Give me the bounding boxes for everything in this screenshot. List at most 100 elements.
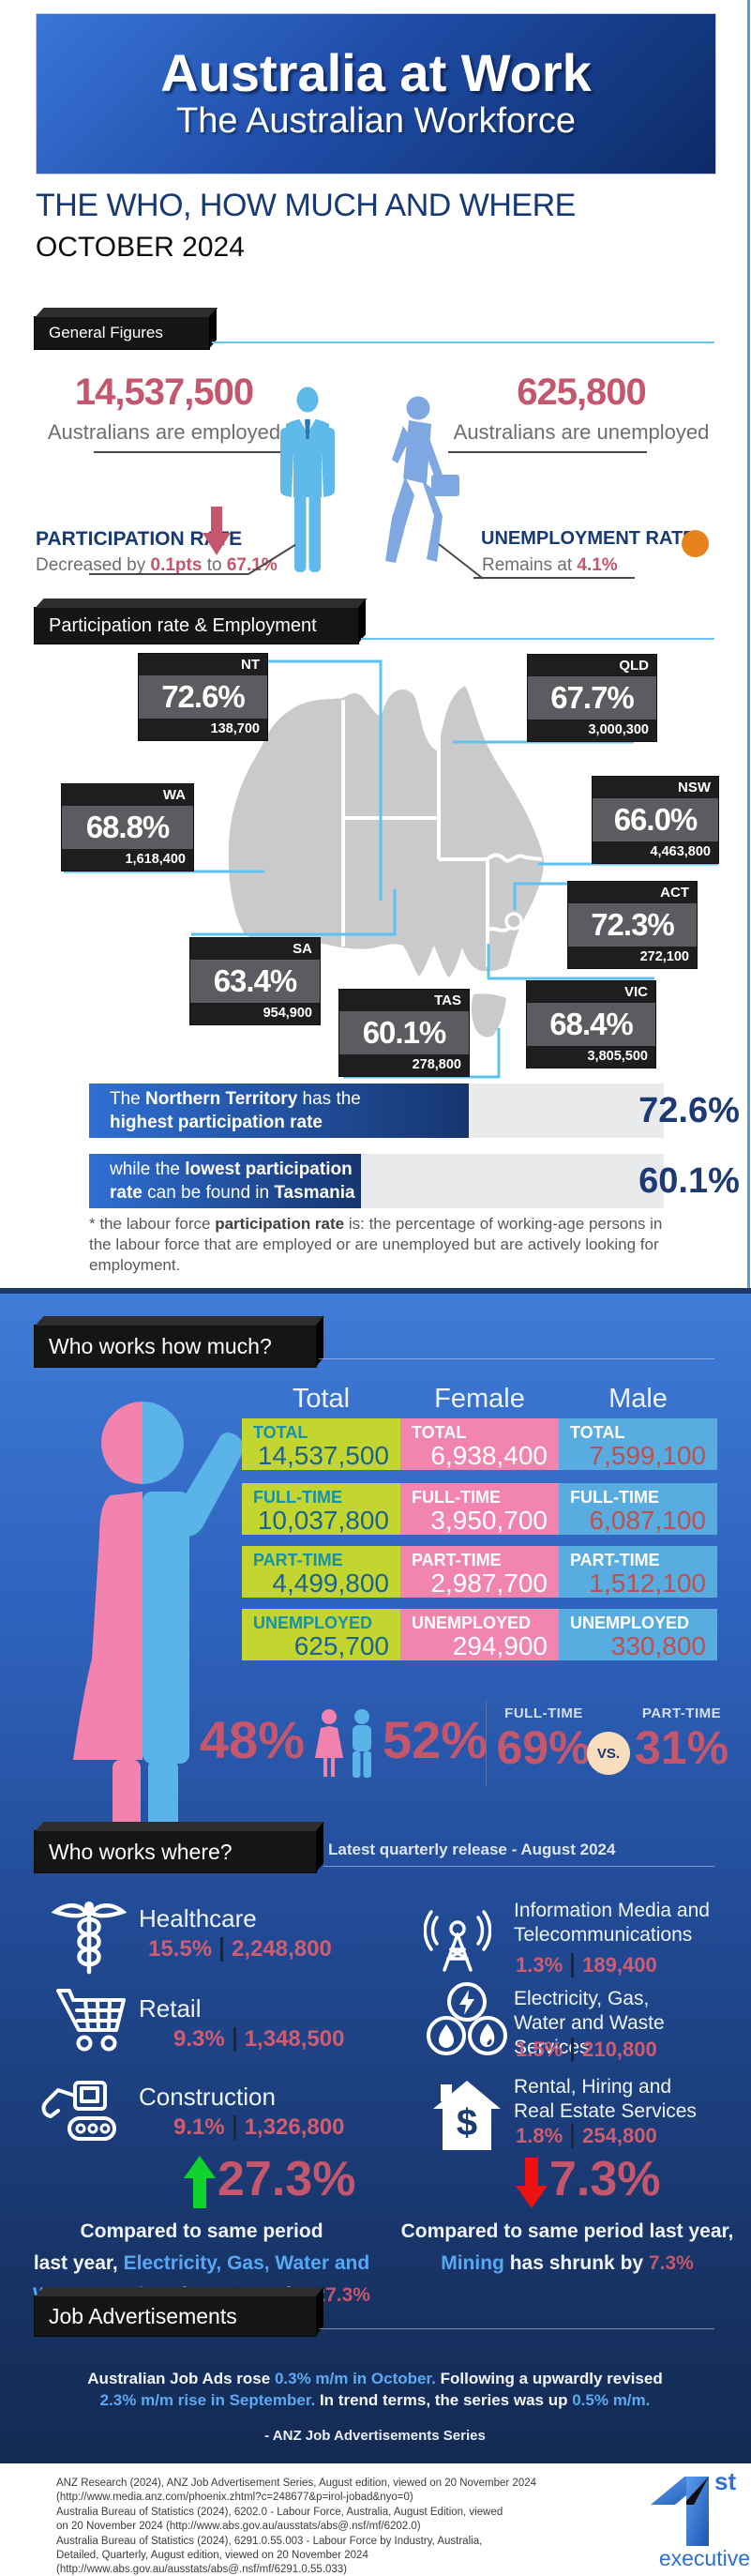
- industry-name: Rental, Hiring and Real Estate Services: [514, 2076, 697, 2122]
- table-cell: TOTAL 7,599,100: [559, 1418, 717, 1470]
- highest-participation-callout: The Northern Territory has the highest p…: [89, 1083, 740, 1138]
- caduceus-icon: [52, 1902, 127, 1975]
- state-border-lines: [341, 700, 543, 967]
- participation-footnote: * the labour force participation rate is…: [89, 1215, 663, 1275]
- section-label-job-ads: Job Advertisements: [35, 2296, 316, 2336]
- growth-up-pct: 27.3%: [218, 2152, 356, 2206]
- state-box-vic: VIC 68.4% 3,805,500: [527, 981, 655, 1068]
- table-cell: FULL-TIME 6,087,100: [559, 1483, 717, 1535]
- table-cell: FULL-TIME 10,037,800: [242, 1483, 400, 1535]
- state-box-nt: NT 72.6% 138,700: [139, 654, 267, 740]
- gender-divider: [486, 1700, 487, 1786]
- female-share-pct: 48%: [199, 1710, 305, 1769]
- section-divider-strip: [0, 1288, 751, 1294]
- employed-underline: [94, 451, 289, 453]
- state-box-tas: TAS 60.1% 278,800: [339, 990, 469, 1076]
- source-line: Detailed, Quarterly, August edition, vie…: [56, 2550, 368, 2562]
- excavator-icon: [41, 2081, 116, 2141]
- section-label-how-much: Who works how much?: [35, 1326, 316, 1367]
- state-box-wa: WA 68.8% 1,618,400: [62, 784, 193, 871]
- col-header-male: Male: [608, 1384, 668, 1414]
- table-cell: PART-TIME 1,512,100: [559, 1546, 717, 1598]
- table-cell: TOTAL 14,537,500: [242, 1418, 400, 1470]
- industry-value: 1.8% 254,800: [516, 2124, 657, 2148]
- industry-value: 15.5% 2,248,800: [148, 1936, 332, 1962]
- job-ads-line-2: 2.3% m/m rise in September. In trend ter…: [99, 2391, 651, 2409]
- arrow-down-red-icon: [516, 2158, 548, 2208]
- industry-value: 9.3% 1,348,500: [173, 2026, 345, 2052]
- source-line: (http://www.abs.gov.au/ausstats/abs@.nsf…: [56, 2564, 347, 2576]
- nt-connector: [267, 659, 383, 901]
- industry-name: Construction: [139, 2083, 276, 2111]
- header-banner: Australia at Work The Australian Workfor…: [36, 13, 716, 174]
- table-cell: PART-TIME 4,499,800: [242, 1546, 400, 1598]
- footer: [0, 2463, 751, 2576]
- connector-lines: [64, 659, 718, 1079]
- participation-line: [89, 573, 248, 575]
- section-label-general-figures: General Figures: [35, 317, 209, 349]
- australia-map: [64, 659, 718, 1079]
- state-box-sa: SA 63.4% 954,900: [190, 938, 320, 1024]
- industry-value: 9.1% 1,326,800: [173, 2114, 345, 2140]
- source-line: Australia Bureau of Statistics (2024), 6…: [56, 2535, 483, 2547]
- radio-tower-icon: [424, 1910, 491, 1972]
- unemployed-underline: [448, 451, 647, 453]
- lowest-participation-value: 60.1%: [638, 1160, 740, 1201]
- unemployment-line: [473, 577, 635, 579]
- table-cell: FULL-TIME 3,950,700: [400, 1483, 559, 1535]
- col-header-female: Female: [434, 1384, 525, 1414]
- sa-connector: [191, 889, 397, 936]
- table-cell: UNEMPLOYED 294,900: [400, 1609, 559, 1660]
- release-note: Latest quarterly release - August 2024: [328, 1841, 616, 1858]
- table-cell: PART-TIME 2,987,700: [400, 1546, 559, 1598]
- arrow-down-pink-icon: [203, 507, 231, 555]
- act-connector: [513, 882, 568, 910]
- source-line: on 20 November 2024 (http://www.abs.gov.…: [56, 2521, 421, 2533]
- male-share-pct: 52%: [383, 1710, 488, 1769]
- unemployment-rate-note: Remains at 4.1%: [482, 555, 618, 575]
- section-label-where: Who works where?: [35, 1831, 316, 1872]
- unemployed-count: 625,800: [517, 371, 647, 413]
- tas-connector: [343, 1028, 501, 1079]
- female-icon: [315, 1709, 343, 1777]
- source-line: (http://www.media.anz.com/phoenix.zhtml?…: [56, 2492, 413, 2504]
- industry-name: Electricity, Gas, Water and Waste Servic…: [514, 1988, 665, 2058]
- walking-man-icon: [385, 396, 459, 563]
- unemployment-rate-title: UNEMPLOYMENT RATE: [481, 528, 696, 549]
- arrow-up-green-icon: [184, 2156, 216, 2208]
- vs-badge: VS.: [587, 1732, 630, 1775]
- source-line: ANZ Research (2024), ANZ Job Advertiseme…: [56, 2478, 537, 2489]
- svg-text:$: $: [457, 2102, 477, 2144]
- industry-value: 1.5% 210,800: [516, 2038, 657, 2062]
- how-much-section-line: [319, 1358, 714, 1359]
- orange-dot-icon: [682, 530, 709, 557]
- unemployed-caption: Australians are unemployed: [453, 420, 710, 444]
- shopping-cart-icon: [56, 1989, 126, 2052]
- table-cell: TOTAL 6,938,400: [400, 1418, 559, 1470]
- industry-name: Healthcare: [139, 1904, 257, 1932]
- first-executive-logo: st executive: [645, 2467, 750, 2570]
- parttime-label: PART-TIME: [641, 1705, 722, 1721]
- job-ads-credit: - ANZ Job Advertisements Series: [264, 2428, 486, 2444]
- growth-down-pct: 7.3%: [549, 2152, 661, 2206]
- industry-value: 1.3% 189,400: [516, 1953, 657, 1977]
- parttime-pct: 31%: [634, 1721, 729, 1774]
- state-box-nsw: NSW 66.0% 4,463,800: [593, 777, 718, 863]
- table-cell: UNEMPLOYED 330,800: [559, 1609, 717, 1660]
- australia-mainland: [228, 686, 544, 977]
- fulltime-label: FULL-TIME: [504, 1705, 583, 1721]
- growth-down-text: Compared to same period last year, Minin…: [400, 2220, 734, 2274]
- job-ads-section-line: [319, 2328, 714, 2329]
- general-section-line: [212, 341, 714, 343]
- tasmania-island: [471, 993, 506, 1038]
- lowest-participation-callout: while the lowest participation rate can …: [89, 1154, 740, 1208]
- footer-sources: ANZ Research (2024), ANZ Job Advertiseme…: [56, 2477, 600, 2576]
- page-subtitle: The Australian Workforce: [176, 101, 576, 142]
- participation-rate-title: PARTICIPATION RATE: [36, 528, 243, 550]
- male-icon: [353, 1709, 371, 1778]
- utilities-icon: [427, 1982, 507, 2055]
- industry-name: Retail: [139, 1994, 202, 2023]
- logo-one-icon: [651, 2477, 709, 2546]
- state-box-qld: QLD 67.7% 3,000,300: [528, 655, 656, 741]
